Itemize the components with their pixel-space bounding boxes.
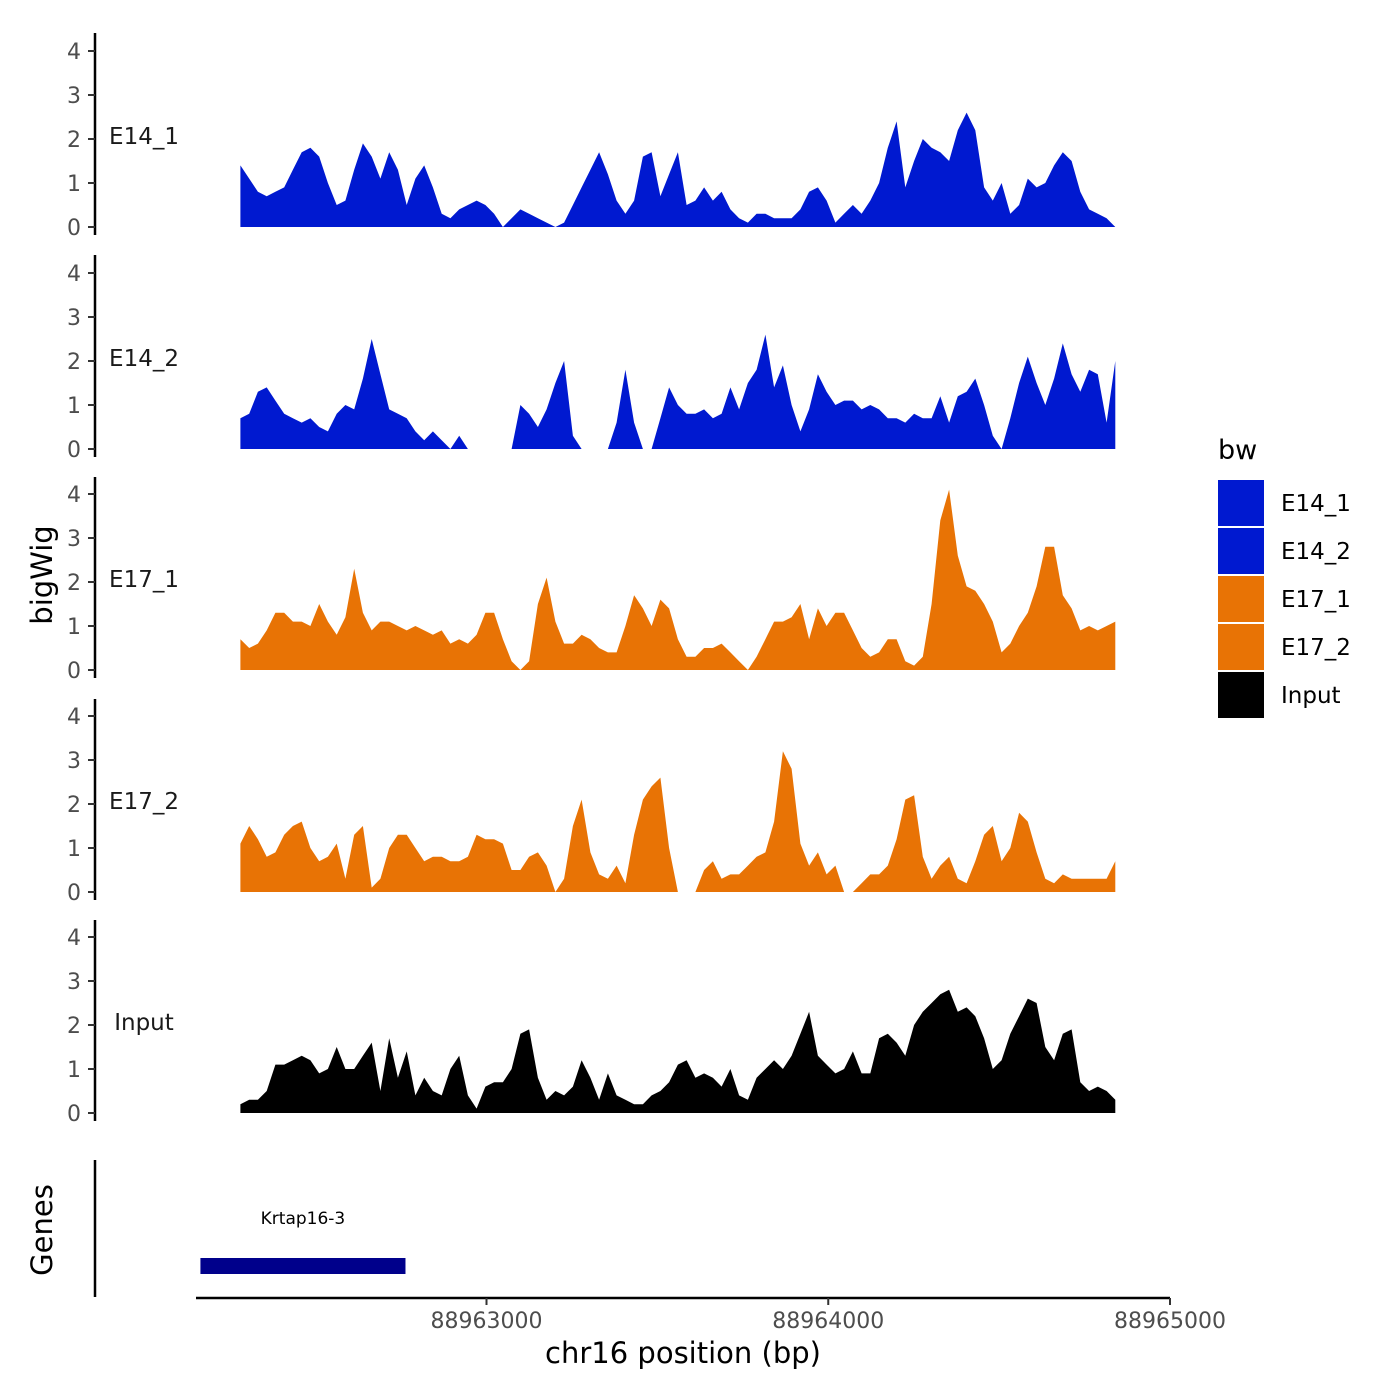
y-axis-title-bigwig: bigWig [25,525,59,624]
y-axis-title-genes: Genes [25,1184,59,1276]
legend-label: E14_2 [1281,539,1351,565]
y-tick-label: 0 [67,881,81,906]
legend-swatch [1218,528,1264,574]
area-E14_1 [240,112,1116,227]
y-tick-label: 1 [67,394,81,419]
x-axis-title: chr16 position (bp) [545,1336,821,1370]
legend-swatch [1218,672,1264,718]
y-tick-label: 2 [67,1014,81,1039]
track-label-E14_1: E14_1 [109,124,179,150]
legend-entry-E17_2: E17_2 [1218,624,1351,670]
legend-entry-E14_1: E14_1 [1218,480,1351,526]
area-Input [240,989,1116,1113]
legend-label: E17_1 [1281,587,1351,613]
legend-swatch [1218,576,1264,622]
y-tick-label: 1 [67,615,81,640]
y-tick-label: 3 [67,749,81,774]
y-tick-label: 3 [67,527,81,552]
area-E17_1 [240,489,1116,670]
y-tick-label: 1 [67,172,81,197]
legend-title: bw [1218,435,1257,466]
legend-label: E17_2 [1281,635,1351,661]
track-E14_2: 0 1 2 3 4 E14_2 [67,255,1116,463]
y-tick-label: 3 [67,970,81,995]
genes-panel: Krtap16-3 [93,1160,406,1297]
area-E14_2 [240,334,1116,449]
y-tick-label: 4 [67,705,81,730]
track-label-E14_2: E14_2 [109,346,179,372]
gene-bar-Krtap16-3 [200,1258,406,1274]
y-tick-label: 0 [67,216,81,241]
y-tick-label: 4 [67,262,81,287]
x-axis: 88963000 88964000 88965000 [196,1296,1226,1334]
y-tick-label: 4 [67,40,81,65]
y-tick-label: 2 [67,128,81,153]
area-E17_2 [240,751,1116,892]
x-tick-label: 88964000 [772,1309,884,1334]
y-tick-label: 0 [67,438,81,463]
track-label-E17_2: E17_2 [109,789,179,815]
track-label-Input: Input [114,1010,174,1036]
x-tick-label: 88965000 [1114,1309,1226,1334]
x-tick-label: 88963000 [430,1309,542,1334]
track-E17_1: 0 1 2 3 4 E17_1 [67,477,1116,684]
track-label-E17_1: E17_1 [109,567,179,593]
y-tick-label: 3 [67,306,81,331]
legend-entry-E14_2: E14_2 [1218,528,1351,574]
y-tick-label: 4 [67,483,81,508]
track-E17_2: 0 1 2 3 4 E17_2 [67,699,1116,906]
y-tick-label: 3 [67,84,81,109]
legend-swatch [1218,624,1264,670]
y-tick-label: 2 [67,793,81,818]
legend-label: Input [1281,683,1341,709]
y-tick-label: 2 [67,350,81,375]
y-tick-label: 2 [67,571,81,596]
y-tick-label: 1 [67,1058,81,1083]
track-E14_1: 0 1 2 3 4 E14_1 [67,33,1116,241]
y-tick-label: 0 [67,659,81,684]
legend: bw E14_1 E14_2 E17_1 E17_2 Input [1218,435,1351,718]
legend-label: E14_1 [1281,491,1351,517]
legend-entry-Input: Input [1218,672,1341,718]
gene-label: Krtap16-3 [261,1209,346,1229]
y-tick-label: 4 [67,926,81,951]
y-tick-label: 1 [67,837,81,862]
y-tick-label: 0 [67,1102,81,1127]
track-Input: 0 1 2 3 4 Input [67,920,1116,1127]
legend-entry-E17_1: E17_1 [1218,576,1351,622]
legend-swatch [1218,480,1264,526]
signal-tracks: 0 1 2 3 4 E14_1 0 1 2 3 4 E14_2 0 1 2 3 4 E17_1 0 1 2 3 4 E17_2… [67,33,1116,1127]
